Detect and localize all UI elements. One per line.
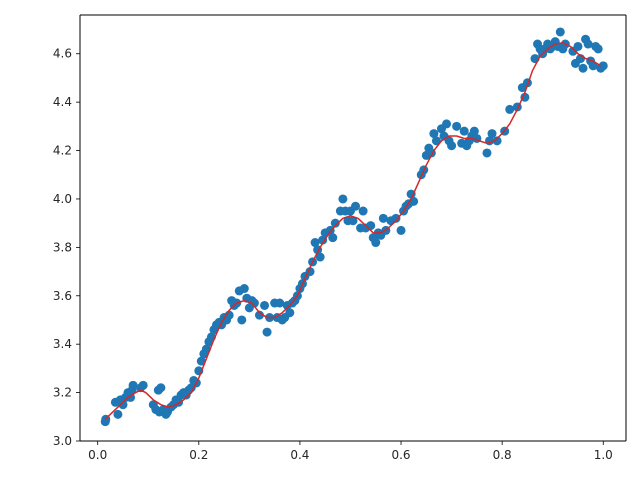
scatter-point xyxy=(330,218,340,228)
scatter-point xyxy=(348,216,358,226)
scatter-point xyxy=(138,380,148,390)
scatter-point xyxy=(260,300,270,310)
plot-area xyxy=(79,14,627,442)
scatter-point xyxy=(358,206,368,216)
scatter-point xyxy=(249,298,259,308)
scatter-point xyxy=(391,213,401,223)
scatter-point xyxy=(487,129,497,139)
scatter-point xyxy=(593,44,603,54)
scatter-point xyxy=(366,221,376,231)
y-tick-label: 4.4 xyxy=(53,95,72,109)
scatter-point xyxy=(588,61,598,71)
scatter-point xyxy=(196,356,206,366)
scatter-point xyxy=(409,196,419,206)
scatter-point xyxy=(469,126,479,136)
y-tick-label: 3.6 xyxy=(53,289,72,303)
fit-line xyxy=(104,42,602,420)
scatter-point xyxy=(431,136,441,146)
scatter-point xyxy=(378,213,388,223)
scatter-point xyxy=(285,308,295,318)
scatter-point xyxy=(275,298,285,308)
scatter-point xyxy=(520,92,530,102)
scatter-point xyxy=(156,383,166,393)
scatter-point xyxy=(113,409,123,419)
scatter-point xyxy=(310,238,320,248)
scatter-point xyxy=(598,61,608,71)
x-tick-label: 0.8 xyxy=(493,448,512,462)
scatter-point xyxy=(396,225,406,235)
scatter-point xyxy=(237,315,247,325)
scatter-point xyxy=(318,235,328,245)
scatter-point xyxy=(315,252,325,262)
scatter-point xyxy=(338,194,348,204)
scatter-point xyxy=(573,41,583,51)
scatter-point xyxy=(351,201,361,211)
x-tick-label: 0.0 xyxy=(88,448,107,462)
axes-frame xyxy=(79,14,627,442)
x-tick-label: 0.4 xyxy=(290,448,309,462)
scatter-point xyxy=(371,238,381,248)
y-tick-label: 4.6 xyxy=(53,47,72,61)
scatter-point xyxy=(262,327,272,337)
x-axis-ticks: 0.0 0.2 0.4 0.6 0.8 1.0 xyxy=(88,441,613,462)
y-tick-label: 3.8 xyxy=(53,240,72,254)
plot-background xyxy=(80,15,626,441)
scatter-point xyxy=(254,310,264,320)
scatter-point xyxy=(555,27,565,37)
scatter-point xyxy=(505,104,515,114)
y-tick-label: 3.4 xyxy=(53,337,72,351)
y-tick-label: 4.2 xyxy=(53,144,72,158)
scatter-point xyxy=(239,284,249,294)
scatter-point xyxy=(118,400,128,410)
scatter-point xyxy=(447,141,457,151)
scatter-point xyxy=(482,148,492,158)
scatter-point xyxy=(578,63,588,73)
x-tick-label: 1.0 xyxy=(594,448,613,462)
scatter-point xyxy=(406,189,416,199)
scatter-point xyxy=(459,126,469,136)
fit-line-layer xyxy=(104,42,602,420)
scatter-point xyxy=(442,119,452,129)
y-tick-label: 3.0 xyxy=(53,434,72,448)
x-tick-label: 0.6 xyxy=(391,448,410,462)
x-tick-label: 0.2 xyxy=(189,448,208,462)
scatter-point xyxy=(452,121,462,131)
scatter-point xyxy=(429,129,439,139)
y-tick-label: 4.0 xyxy=(53,192,72,206)
scatter-point xyxy=(128,380,138,390)
scatter-point xyxy=(328,233,338,243)
y-tick-label: 3.2 xyxy=(53,386,72,400)
scatter-point xyxy=(583,39,593,49)
y-axis-ticks: 3.0 3.2 3.4 3.6 3.8 4.0 4.2 4.4 4.6 xyxy=(53,47,80,448)
scatter-point xyxy=(492,136,502,146)
